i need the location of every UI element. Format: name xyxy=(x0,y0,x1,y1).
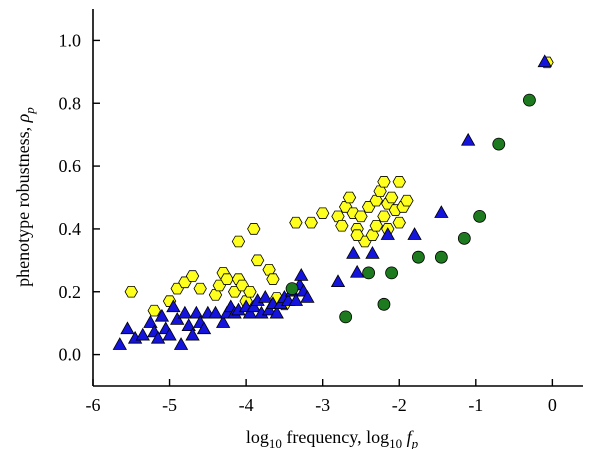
triangle-point xyxy=(208,305,223,319)
x-ticks: -6 -5 -4 -3 -2 -1 0 xyxy=(86,379,557,415)
hexagon-point xyxy=(392,176,406,188)
triangle-point xyxy=(173,337,189,350)
triangle-point xyxy=(246,299,261,313)
triangle-point xyxy=(300,290,315,303)
triangle-point xyxy=(135,327,150,341)
triangle-point xyxy=(215,315,231,328)
hexagon-point xyxy=(400,194,414,207)
y-tick-label: 1.0 xyxy=(59,30,82,50)
circle-point xyxy=(385,266,398,280)
circle-point xyxy=(411,250,425,264)
hexagon-point xyxy=(350,229,364,241)
hexagon-point xyxy=(231,235,246,248)
x-tick-label: 0 xyxy=(548,395,557,415)
circle-point xyxy=(339,310,353,324)
circle-point xyxy=(377,297,391,311)
circle-point xyxy=(434,250,448,264)
triangle-point xyxy=(120,321,135,335)
circle-point xyxy=(473,209,487,223)
triangle-point xyxy=(242,305,258,319)
hexagon-point xyxy=(266,273,280,285)
data-markers xyxy=(112,54,554,350)
triangle-point xyxy=(288,293,304,306)
y-tick-label: 0.6 xyxy=(59,156,82,176)
triangle-point xyxy=(143,315,158,328)
x-tick-label: -1 xyxy=(468,395,483,415)
y-ticks: 0.0 0.2 0.4 0.6 0.8 1.0 xyxy=(59,30,100,365)
hexagon-point xyxy=(304,216,318,229)
circle-point xyxy=(523,93,536,107)
axes xyxy=(92,9,583,387)
hexagon-point xyxy=(354,210,368,223)
triangle-point xyxy=(189,305,204,319)
x-tick-label: -6 xyxy=(86,395,101,415)
hexagon-point xyxy=(220,273,234,285)
y-tick-label: 0.0 xyxy=(59,345,82,365)
hexagon-point xyxy=(335,220,349,232)
triangle-point xyxy=(365,246,380,259)
triangle-point xyxy=(460,132,476,146)
triangle-point xyxy=(162,327,177,341)
triangle-point xyxy=(294,268,309,281)
triangle-point xyxy=(154,308,170,322)
hexagon-point xyxy=(316,207,330,219)
y-axis-label: phenotype robustness, ρp xyxy=(13,107,37,287)
triangle-point xyxy=(166,299,181,313)
triangle-point xyxy=(181,318,196,332)
triangle-point xyxy=(150,330,166,344)
triangle-point xyxy=(185,327,200,341)
x-tick-label: -4 xyxy=(239,395,254,415)
hexagon-point xyxy=(147,304,161,317)
hexagon-point xyxy=(369,220,383,232)
triangle-point xyxy=(258,290,273,303)
hexagon-point xyxy=(185,270,200,282)
circle-point xyxy=(285,282,299,296)
y-tick-label: 0.8 xyxy=(59,93,82,113)
y-tick-label: 0.4 xyxy=(59,219,82,239)
circle-point xyxy=(492,137,506,151)
triangle-point xyxy=(177,305,193,319)
x-axis-label: log10 frequency, log10 fp xyxy=(246,427,419,449)
hexagon-point xyxy=(247,223,261,235)
triangle-point xyxy=(434,205,449,218)
y-tick-label: 0.2 xyxy=(59,282,82,302)
hexagon-point xyxy=(392,216,406,229)
triangle-point xyxy=(346,246,361,259)
triangle-point xyxy=(407,227,422,240)
x-tick-label: -5 xyxy=(162,395,177,415)
hexagon-point xyxy=(289,216,303,229)
hexagon-point xyxy=(193,282,207,295)
x-tick-label: -2 xyxy=(392,395,407,415)
hexagon-point xyxy=(342,191,357,204)
hexagon-point xyxy=(384,191,399,204)
triangle-point xyxy=(269,305,284,319)
triangle-point xyxy=(170,312,185,325)
triangle-point xyxy=(380,227,395,240)
hexagon-point xyxy=(377,176,391,188)
hexagon-point xyxy=(250,254,265,267)
triangle-point xyxy=(330,274,346,288)
triangle-point xyxy=(196,321,212,335)
circle-point xyxy=(457,231,471,245)
circle-point xyxy=(362,266,376,280)
hexagon-point xyxy=(243,285,257,298)
triangle-point xyxy=(261,302,277,316)
hexagon-point xyxy=(377,210,391,223)
hexagon-point xyxy=(124,285,138,298)
triangle-point xyxy=(537,54,552,68)
x-tick-label: -3 xyxy=(315,395,330,415)
triangle-point xyxy=(349,264,365,278)
triangle-point xyxy=(112,337,127,350)
